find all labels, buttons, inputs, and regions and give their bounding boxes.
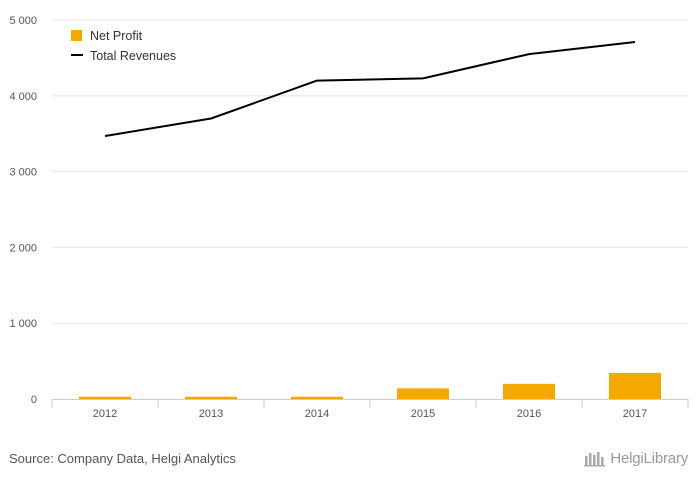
x-tick-label: 2017 [623, 408, 647, 420]
legend-label-net-profit: Net Profit [90, 29, 143, 43]
y-tick-label: 4 000 [9, 91, 37, 103]
legend-swatch-net-profit [71, 30, 82, 41]
x-tick-label: 2012 [93, 408, 117, 420]
bar-net-profit [291, 396, 343, 399]
y-tick-label: 2 000 [9, 242, 37, 254]
bar-net-profit [503, 383, 555, 399]
library-icon [584, 449, 606, 467]
y-tick-label: 1 000 [9, 318, 37, 330]
brand-logo: HelgiLibrary [584, 449, 688, 467]
line-total-revenues [104, 41, 636, 137]
y-tick-label: 5 000 [9, 15, 37, 27]
bar-net-profit [185, 396, 237, 399]
x-tick-label: 2014 [305, 408, 329, 420]
brand-name: HelgiLibrary [610, 449, 688, 467]
bar-net-profit [79, 396, 131, 399]
x-tick-label: 2013 [199, 408, 223, 420]
y-tick-label: 3 000 [9, 167, 37, 179]
legend-label-total-revenues: Total Revenues [90, 49, 176, 63]
x-tick-label: 2016 [517, 408, 541, 420]
bar-net-profit [397, 388, 449, 399]
source-note: Source: Company Data, Helgi Analytics [9, 451, 236, 466]
bar-net-profit [609, 372, 661, 399]
y-tick-label: 0 [31, 394, 37, 406]
x-tick-label: 2015 [411, 408, 435, 420]
chart: 0 1 000 2 000 3 000 4 000 5 000 2012 2013 2014 2… [9, 15, 689, 420]
